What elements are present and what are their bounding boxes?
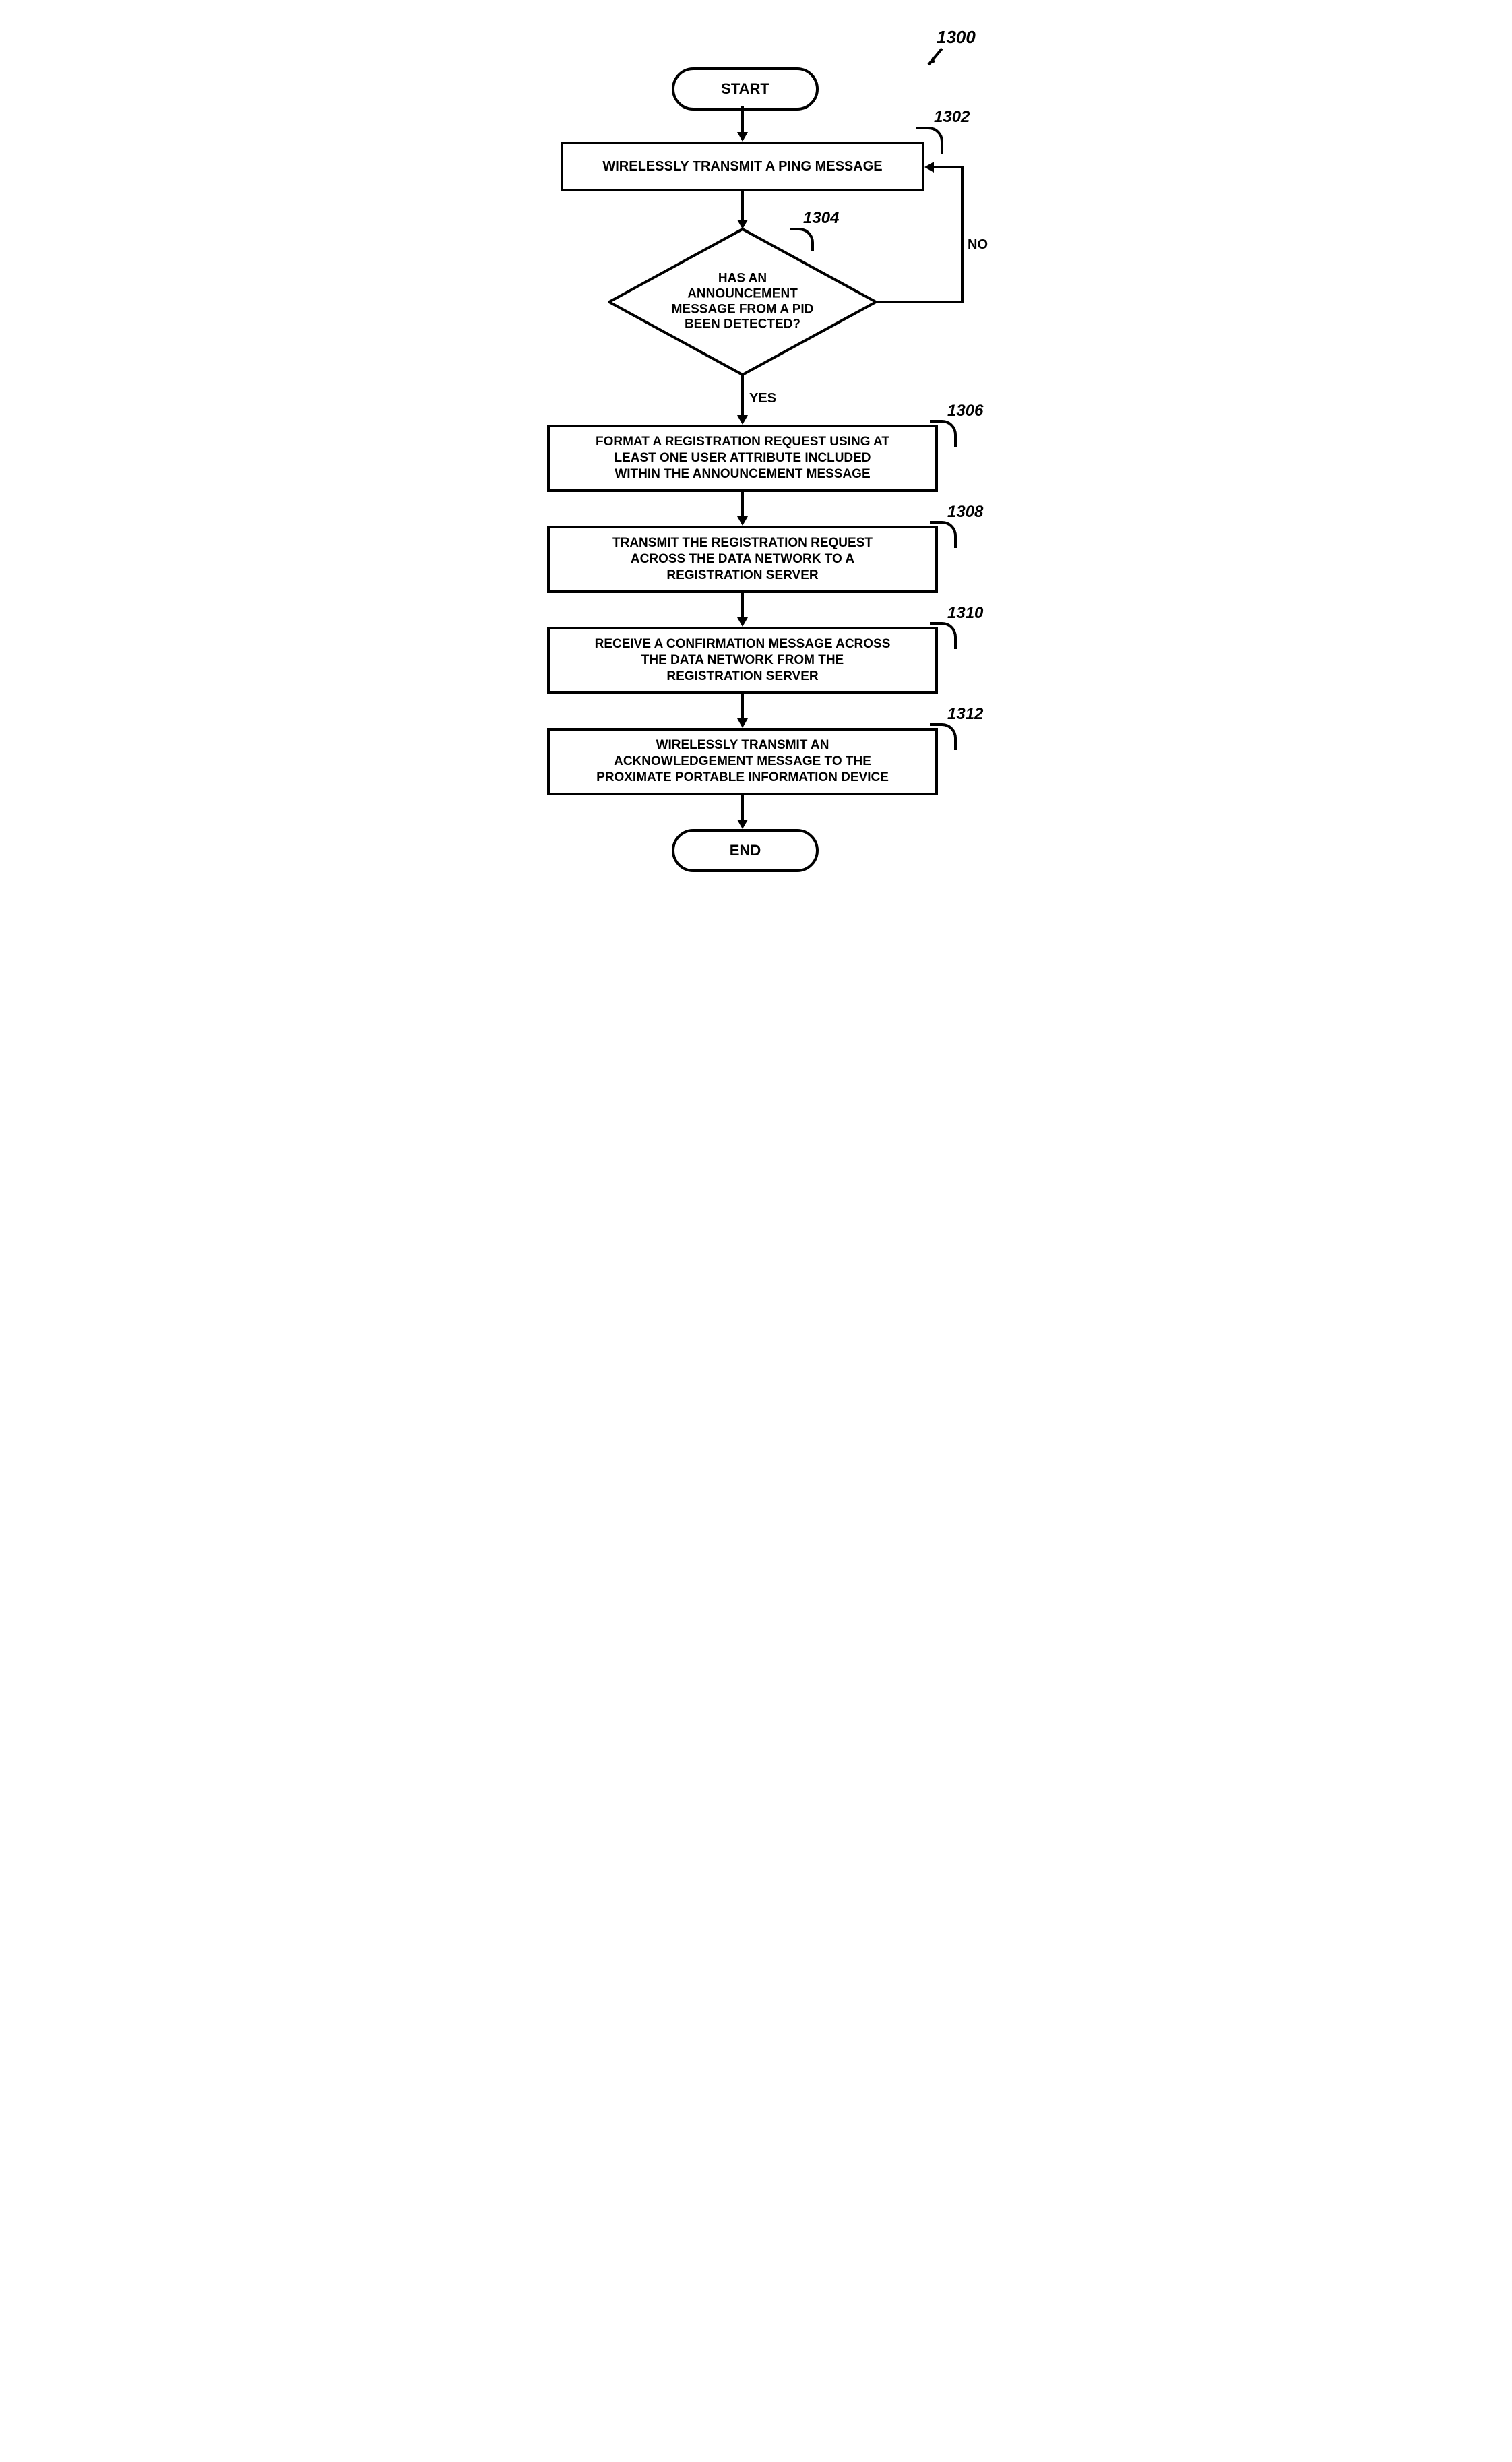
process-1308: TRANSMIT THE REGISTRATION REQUEST ACROSS… <box>547 526 938 593</box>
ref-hook-1308 <box>930 521 957 548</box>
arrow-1310-to-1312 <box>740 694 745 729</box>
arrow-no-loop <box>876 159 984 314</box>
arrow-yes-down <box>740 375 745 426</box>
ref-1306: 1306 <box>947 402 983 421</box>
ref-1302: 1302 <box>934 108 970 127</box>
figure-ref-arrow <box>923 46 950 73</box>
process-1310-label: RECEIVE A CONFIRMATION MESSAGE ACROSS TH… <box>595 636 891 684</box>
start-terminator: START <box>672 67 819 111</box>
edge-label-no: NO <box>968 237 988 253</box>
process-1312-label: WIRELESSLY TRANSMIT AN ACKNOWLEDGEMENT M… <box>596 737 889 785</box>
ref-hook-1310 <box>930 622 957 649</box>
arrow-1306-to-1308 <box>740 492 745 527</box>
arrow-1308-to-1310 <box>740 593 745 628</box>
process-1312: WIRELESSLY TRANSMIT AN ACKNOWLEDGEMENT M… <box>547 728 938 795</box>
arrow-1312-to-end <box>740 795 745 830</box>
process-1306: FORMAT A REGISTRATION REQUEST USING AT L… <box>547 425 938 492</box>
ref-1312: 1312 <box>947 705 983 724</box>
start-label: START <box>721 80 769 98</box>
figure-ref-label: 1300 <box>937 27 976 48</box>
ref-hook-1306 <box>930 420 957 447</box>
decision-1304: HAS AN ANNOUNCEMENT MESSAGE FROM A PID B… <box>608 228 877 376</box>
end-terminator: END <box>672 829 819 872</box>
edge-label-yes: YES <box>749 391 776 406</box>
process-1308-label: TRANSMIT THE REGISTRATION REQUEST ACROSS… <box>612 535 873 583</box>
ref-1308: 1308 <box>947 503 983 522</box>
arrow-1302-to-1304 <box>740 191 745 230</box>
process-1302-label: WIRELESSLY TRANSMIT A PING MESSAGE <box>602 158 882 175</box>
end-label: END <box>730 842 761 859</box>
ref-hook-1312 <box>930 723 957 750</box>
arrow-start-to-1302 <box>740 106 745 143</box>
ref-1304: 1304 <box>803 209 839 228</box>
ref-hook-1302 <box>916 127 943 154</box>
ref-1310: 1310 <box>947 604 983 623</box>
process-1302: WIRELESSLY TRANSMIT A PING MESSAGE <box>561 142 924 191</box>
process-1306-label: FORMAT A REGISTRATION REQUEST USING AT L… <box>596 434 889 482</box>
decision-1304-label: HAS AN ANNOUNCEMENT MESSAGE FROM A PID B… <box>608 271 877 332</box>
process-1310: RECEIVE A CONFIRMATION MESSAGE ACROSS TH… <box>547 627 938 694</box>
